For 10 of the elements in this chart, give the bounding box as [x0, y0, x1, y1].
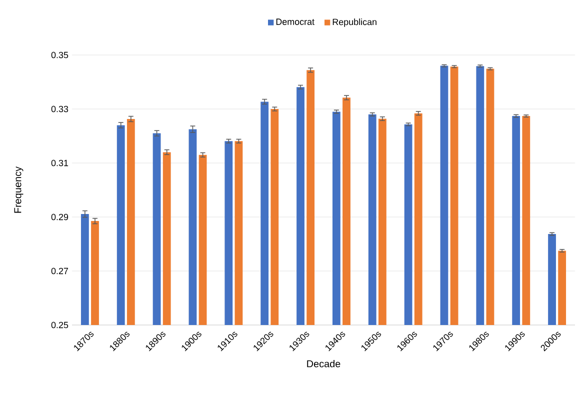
y-tick-label: 0.27 — [51, 268, 68, 274]
y-tick-label: 0.25 — [51, 322, 68, 328]
x-axis-title: Decade — [307, 360, 340, 368]
legend-label: Democrat — [276, 18, 314, 25]
y-tick-label: 0.31 — [51, 160, 68, 166]
legend-label: Republican — [332, 18, 376, 27]
y-tick-label: 0.29 — [51, 214, 68, 220]
y-tick-label: 0.33 — [51, 106, 68, 112]
y-tick-label: 0.35 — [51, 52, 68, 58]
y-axis-title: Frequency — [14, 166, 24, 213]
